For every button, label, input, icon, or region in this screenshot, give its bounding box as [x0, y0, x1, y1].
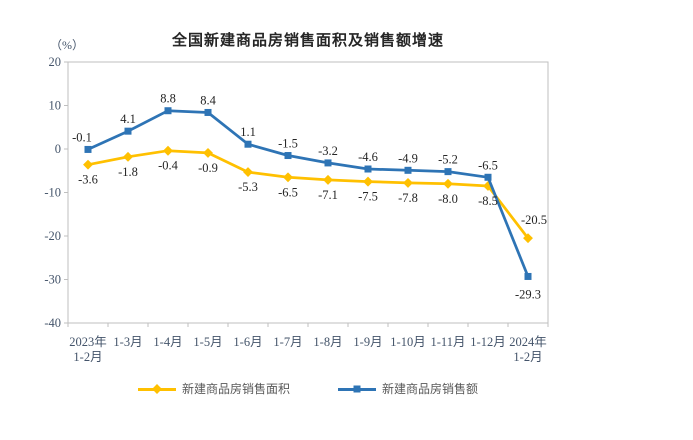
y-tick-label: -40: [44, 316, 61, 330]
data-label: -3.2: [318, 144, 338, 158]
data-point-marker: [244, 140, 252, 148]
data-label: 8.4: [200, 93, 216, 107]
data-point-marker: [363, 176, 373, 187]
legend-shape-square: [353, 385, 361, 393]
series-line-1: [87, 109, 530, 278]
x-tick-label: 1-4月: [153, 335, 182, 349]
data-label: -4.6: [358, 150, 378, 164]
plot-border: [67, 61, 549, 324]
data-point-marker: [284, 152, 292, 160]
data-point-marker: [484, 173, 492, 181]
legend-item-label: 新建商品房销售额: [382, 382, 479, 396]
data-point-marker: [204, 108, 212, 116]
data-point-marker: [403, 177, 413, 188]
y-tick-label: -20: [44, 229, 61, 243]
y-tick-label: 0: [55, 142, 61, 156]
data-label: -7.8: [398, 191, 418, 205]
data-label: -8.5: [478, 194, 498, 208]
x-tick-label: 1-5月: [193, 335, 222, 349]
y-tick-label: -30: [44, 273, 61, 287]
x-tick-label: 1-3月: [113, 335, 142, 349]
legend-shape-diamond: [152, 384, 162, 394]
data-label: -20.5: [521, 213, 547, 227]
chart-legend: 新建商品房销售面积 新建商品房销售额: [68, 382, 548, 396]
data-label: -5.2: [438, 153, 458, 167]
data-label: -0.4: [158, 159, 179, 173]
x-tick-label: 2024年 1-2月: [509, 335, 547, 364]
data-point-marker: [84, 145, 92, 153]
data-label: -6.5: [278, 185, 298, 199]
data-point-marker: [163, 145, 173, 156]
legend-item-label: 新建商品房销售面积: [181, 382, 290, 396]
data-label: 8.8: [160, 92, 176, 106]
chart-title: 全国新建商品房销售面积及销售额增速: [171, 32, 444, 49]
legend-item: 新建商品房销售额: [338, 382, 478, 396]
data-label: -6.5: [478, 158, 498, 172]
data-label: -8.0: [438, 192, 458, 206]
data-label: -1.8: [118, 165, 138, 179]
x-tick-label: 1-6月: [233, 335, 262, 349]
x-tick-label: 2023年 1-2月: [69, 335, 107, 364]
data-label: 1.1: [240, 125, 256, 139]
x-tick-label: 1-9月: [353, 335, 382, 349]
data-label: -3.6: [78, 173, 98, 187]
legend-item: 新建商品房销售面积: [137, 382, 290, 396]
data-point-marker: [83, 159, 93, 170]
data-point-marker: [364, 165, 372, 173]
data-label: 4.1: [120, 112, 136, 126]
data-point-marker: [203, 147, 213, 158]
x-tick-label: 1-11月: [431, 335, 466, 349]
data-point-marker: [123, 151, 133, 162]
x-tick-label: 1-10月: [390, 335, 425, 349]
data-point-marker: [443, 178, 453, 189]
data-label: -1.5: [278, 137, 298, 151]
x-tick-label: 1-7月: [273, 335, 302, 349]
legend-diamond-marker-icon: [137, 384, 176, 395]
data-label: -5.3: [238, 180, 258, 194]
y-tick-label: 10: [49, 99, 62, 113]
data-point-marker: [243, 167, 253, 178]
x-tick-label: 1-8月: [313, 335, 342, 349]
y-axis-unit-label: （%）: [50, 38, 84, 52]
x-tick-label: 1-12月: [470, 335, 505, 349]
data-label: -29.3: [515, 287, 541, 301]
data-point-marker: [283, 172, 293, 183]
y-tick-label: -10: [44, 186, 61, 200]
legend-square-marker-icon: [338, 384, 376, 395]
data-point-marker: [524, 272, 532, 280]
series-line-0: [87, 149, 530, 240]
data-point-marker: [164, 107, 172, 115]
data-point-marker: [124, 127, 132, 135]
data-label: -4.9: [398, 151, 418, 165]
data-point-marker: [523, 233, 533, 244]
data-point-marker: [323, 174, 333, 185]
data-label: -0.1: [72, 130, 92, 144]
data-label: -0.9: [198, 161, 218, 175]
y-tick-label: 20: [49, 55, 62, 69]
data-label: -7.1: [318, 188, 338, 202]
data-point-marker: [324, 159, 332, 167]
data-label: -7.5: [358, 190, 378, 204]
data-point-marker: [404, 166, 412, 174]
data-point-marker: [444, 168, 452, 176]
